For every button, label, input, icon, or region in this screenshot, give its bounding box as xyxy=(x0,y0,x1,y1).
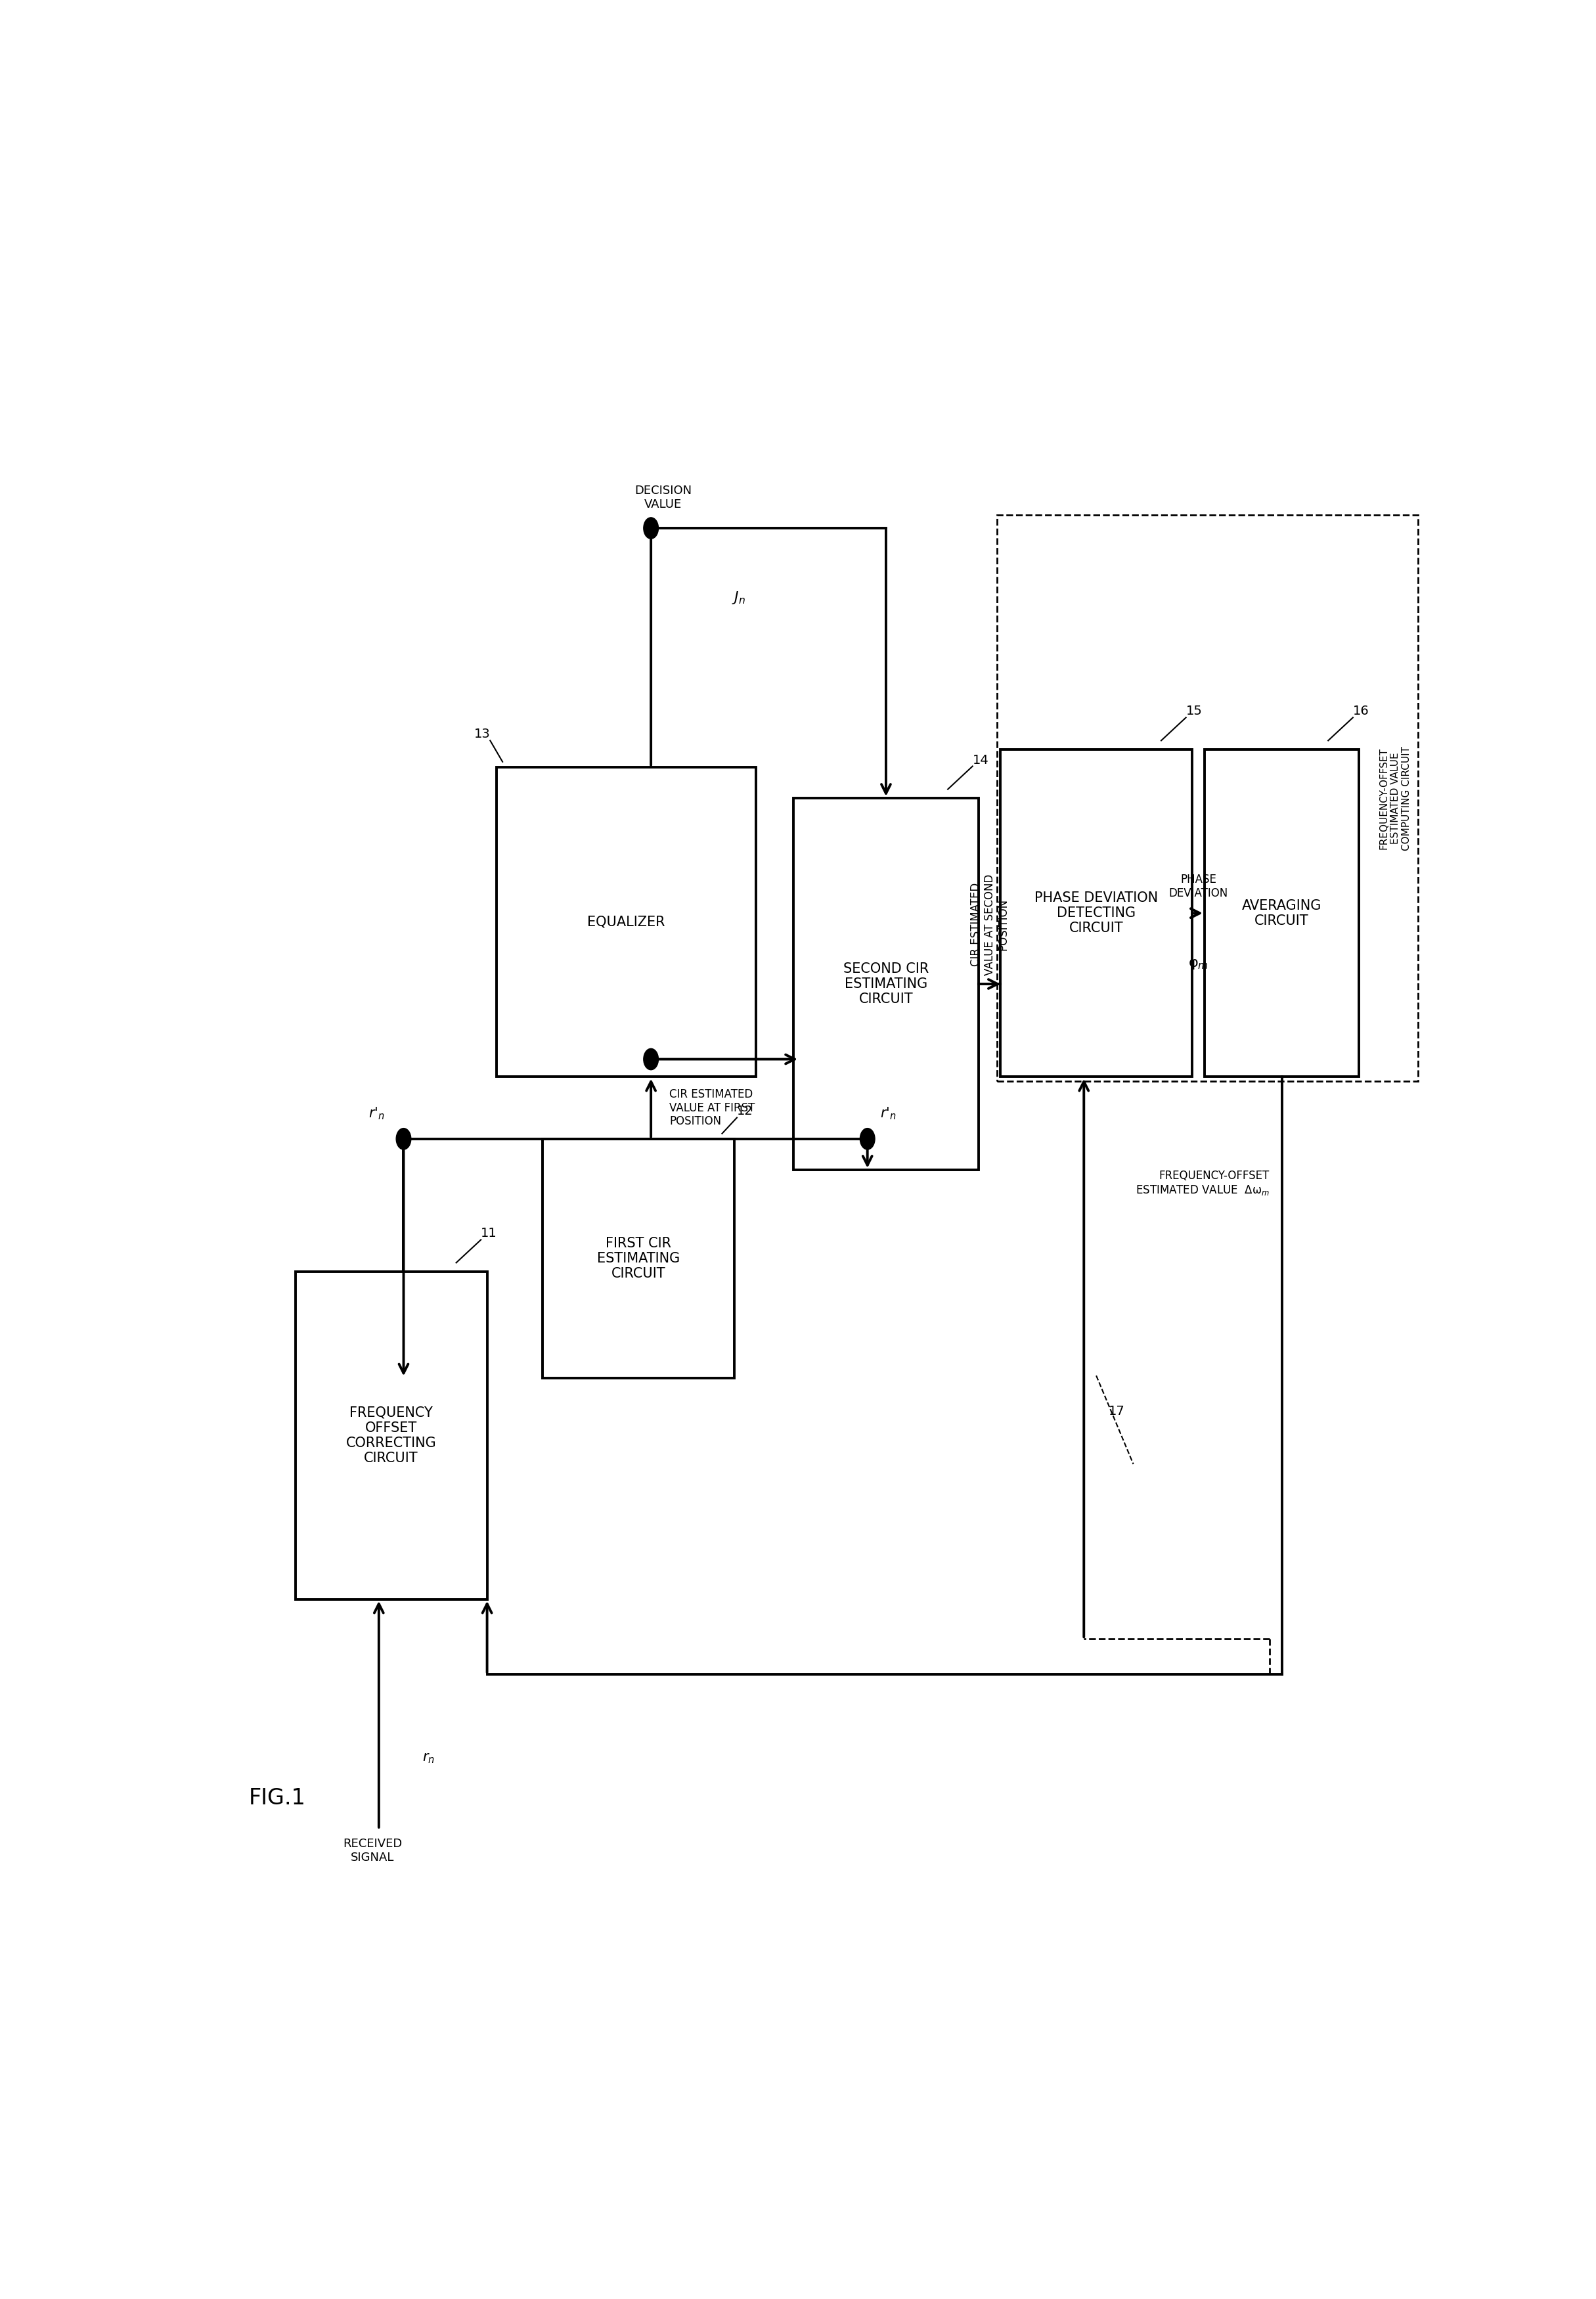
Text: FREQUENCY
OFFSET
CORRECTING
CIRCUIT: FREQUENCY OFFSET CORRECTING CIRCUIT xyxy=(346,1407,436,1464)
Text: 17: 17 xyxy=(1109,1405,1125,1416)
Text: 14: 14 xyxy=(972,754,990,766)
Text: DECISION
VALUE: DECISION VALUE xyxy=(635,485,693,510)
Text: J$_n$: J$_n$ xyxy=(731,591,745,607)
Text: FIG.1: FIG.1 xyxy=(249,1786,306,1809)
Bar xyxy=(543,1138,734,1377)
Bar xyxy=(496,768,757,1076)
Circle shape xyxy=(643,1048,659,1069)
Text: CIR ESTIMATED
VALUE AT FIRST
POSITION: CIR ESTIMATED VALUE AT FIRST POSITION xyxy=(670,1087,755,1127)
Bar xyxy=(295,1271,487,1600)
Text: RECEIVED
SIGNAL: RECEIVED SIGNAL xyxy=(343,1839,402,1864)
Circle shape xyxy=(396,1129,412,1150)
Text: FREQUENCY-OFFSET
ESTIMATED VALUE
COMPUTING CIRCUIT: FREQUENCY-OFFSET ESTIMATED VALUE COMPUTI… xyxy=(1379,745,1411,851)
Text: 16: 16 xyxy=(1353,706,1369,717)
Text: 13: 13 xyxy=(474,729,490,740)
Text: r'$_n$: r'$_n$ xyxy=(879,1106,895,1122)
Bar xyxy=(1001,749,1192,1076)
Text: PHASE
DEVIATION: PHASE DEVIATION xyxy=(1168,874,1227,899)
Text: SECOND CIR
ESTIMATING
CIRCUIT: SECOND CIR ESTIMATING CIRCUIT xyxy=(843,963,929,1005)
Bar xyxy=(1205,749,1360,1076)
Circle shape xyxy=(643,517,659,538)
Text: φ$_m$: φ$_m$ xyxy=(1187,956,1208,970)
Text: PHASE DEVIATION
DETECTING
CIRCUIT: PHASE DEVIATION DETECTING CIRCUIT xyxy=(1034,892,1159,936)
Text: 12: 12 xyxy=(737,1106,753,1117)
Bar xyxy=(998,515,1417,1081)
Text: r$_n$: r$_n$ xyxy=(421,1752,434,1766)
Bar xyxy=(793,798,978,1170)
Text: FIRST CIR
ESTIMATING
CIRCUIT: FIRST CIR ESTIMATING CIRCUIT xyxy=(597,1237,680,1281)
Text: r'$_n$: r'$_n$ xyxy=(369,1106,385,1122)
Text: FREQUENCY-OFFSET
ESTIMATED VALUE  Δω$_m$: FREQUENCY-OFFSET ESTIMATED VALUE Δω$_m$ xyxy=(1135,1170,1269,1195)
Circle shape xyxy=(860,1129,875,1150)
Text: CIR ESTIMATED
VALUE AT SECOND
POSITION: CIR ESTIMATED VALUE AT SECOND POSITION xyxy=(970,874,1009,975)
Text: EQUALIZER: EQUALIZER xyxy=(587,915,666,929)
Text: 15: 15 xyxy=(1186,706,1202,717)
Text: 11: 11 xyxy=(480,1228,496,1239)
Text: AVERAGING
CIRCUIT: AVERAGING CIRCUIT xyxy=(1242,899,1321,926)
